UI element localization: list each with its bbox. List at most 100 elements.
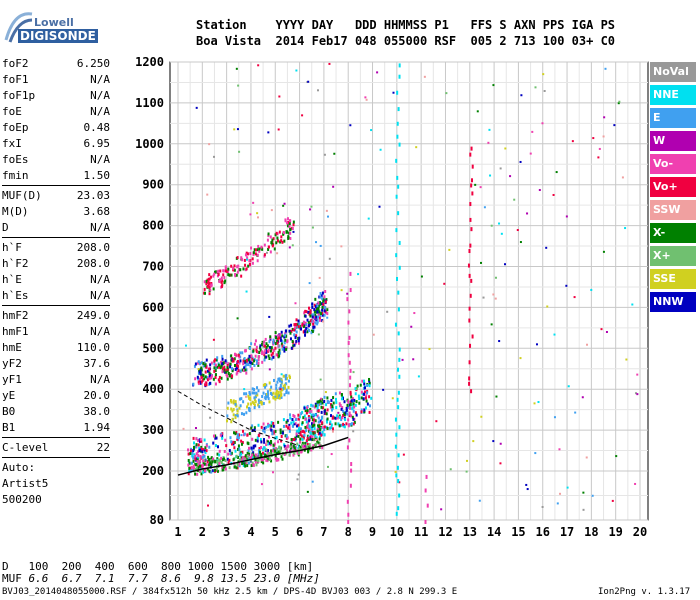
echo-point <box>278 336 281 340</box>
interference-point <box>395 228 398 233</box>
x-tick-label: 14 <box>487 525 501 539</box>
parameter-panel: foF2 6.250 foF1 N/A foF1p N/A foE N/A foEp 0.48 fx… <box>2 56 110 508</box>
echo-point <box>251 387 254 391</box>
echo-point <box>295 339 298 343</box>
echo-point <box>252 349 255 353</box>
echo-point <box>249 396 252 400</box>
interference-point <box>470 278 473 283</box>
echo-point <box>221 465 224 469</box>
noise-point <box>326 316 329 319</box>
echo-point <box>342 409 345 413</box>
echo-point <box>221 354 224 358</box>
interference-point <box>397 390 400 395</box>
echo-point <box>215 358 218 362</box>
echo-point <box>259 400 262 404</box>
noise-point <box>465 470 468 473</box>
echo-point <box>233 465 236 469</box>
echo-point <box>280 380 283 384</box>
interference-point <box>469 152 472 157</box>
echo-point <box>293 343 296 347</box>
interference-point <box>468 318 471 323</box>
legend-item: NNE <box>650 85 696 105</box>
interference-point <box>347 520 350 524</box>
echo-point <box>255 248 258 252</box>
echo-point <box>213 459 216 463</box>
echo-point <box>266 238 269 242</box>
echo-point <box>280 393 283 397</box>
noise-point <box>279 388 282 391</box>
echo-point <box>196 462 199 466</box>
echo-point <box>302 416 305 420</box>
interference-point <box>397 290 400 295</box>
interference-point <box>396 276 399 281</box>
echo-point <box>323 313 326 317</box>
interference-point <box>470 227 473 232</box>
interference-point <box>346 499 349 504</box>
echo-point <box>268 451 271 455</box>
echo-point <box>368 377 371 381</box>
noise-point <box>325 209 328 212</box>
echo-point <box>227 269 230 273</box>
echo-point <box>351 415 354 419</box>
interference-point <box>471 178 474 183</box>
noise-point <box>604 67 607 70</box>
echo-point <box>284 218 287 222</box>
echo-point <box>305 446 308 450</box>
noise-point <box>340 289 343 292</box>
echo-point <box>270 385 273 389</box>
noise-point <box>586 343 589 346</box>
echo-point <box>240 274 243 278</box>
echo-point <box>255 391 258 395</box>
noise-point <box>490 224 493 227</box>
echo-point <box>282 385 285 389</box>
echo-point <box>255 362 258 366</box>
echo-point <box>188 466 191 470</box>
echo-point <box>272 395 275 399</box>
echo-point <box>196 458 199 462</box>
echo-point <box>221 434 224 438</box>
echo-point <box>201 373 204 377</box>
echo-point <box>208 377 211 381</box>
interference-point <box>398 357 401 362</box>
echo-point <box>247 358 250 362</box>
noise-point <box>270 209 273 212</box>
echo-point <box>214 373 217 377</box>
noise-point <box>401 358 404 361</box>
echo-point <box>338 415 341 419</box>
echo-point <box>329 405 332 409</box>
echo-point <box>255 350 258 354</box>
noise-point <box>289 449 292 452</box>
echo-point <box>205 383 208 387</box>
echo-point <box>221 279 224 283</box>
echo-point <box>293 437 296 441</box>
echo-point <box>286 449 289 453</box>
echo-point <box>194 457 197 461</box>
echo-point <box>261 340 264 344</box>
interference-point <box>350 468 353 473</box>
echo-point <box>238 462 241 466</box>
param-value: 37.6 <box>83 357 111 370</box>
echo-point <box>309 311 312 315</box>
echo-point <box>233 446 236 450</box>
echo-point <box>226 377 229 381</box>
echo-point <box>269 388 272 392</box>
echo-point <box>343 425 346 429</box>
echo-point <box>220 364 223 368</box>
echo-point <box>292 344 295 348</box>
param-label: yF2 <box>2 357 22 370</box>
param-value: N/A <box>90 105 110 118</box>
noise-point <box>330 453 333 456</box>
echo-point <box>223 449 226 453</box>
echo-point <box>369 404 372 408</box>
echo-point <box>295 330 298 334</box>
echo-point <box>200 447 203 451</box>
echo-point <box>227 362 230 366</box>
echo-point <box>360 396 363 400</box>
echo-point <box>275 387 278 391</box>
echo-point <box>289 446 292 450</box>
echo-point <box>321 297 324 301</box>
echo-point <box>261 343 264 347</box>
echo-point <box>256 248 259 252</box>
echo-point <box>314 402 317 406</box>
interference-point <box>468 306 471 311</box>
